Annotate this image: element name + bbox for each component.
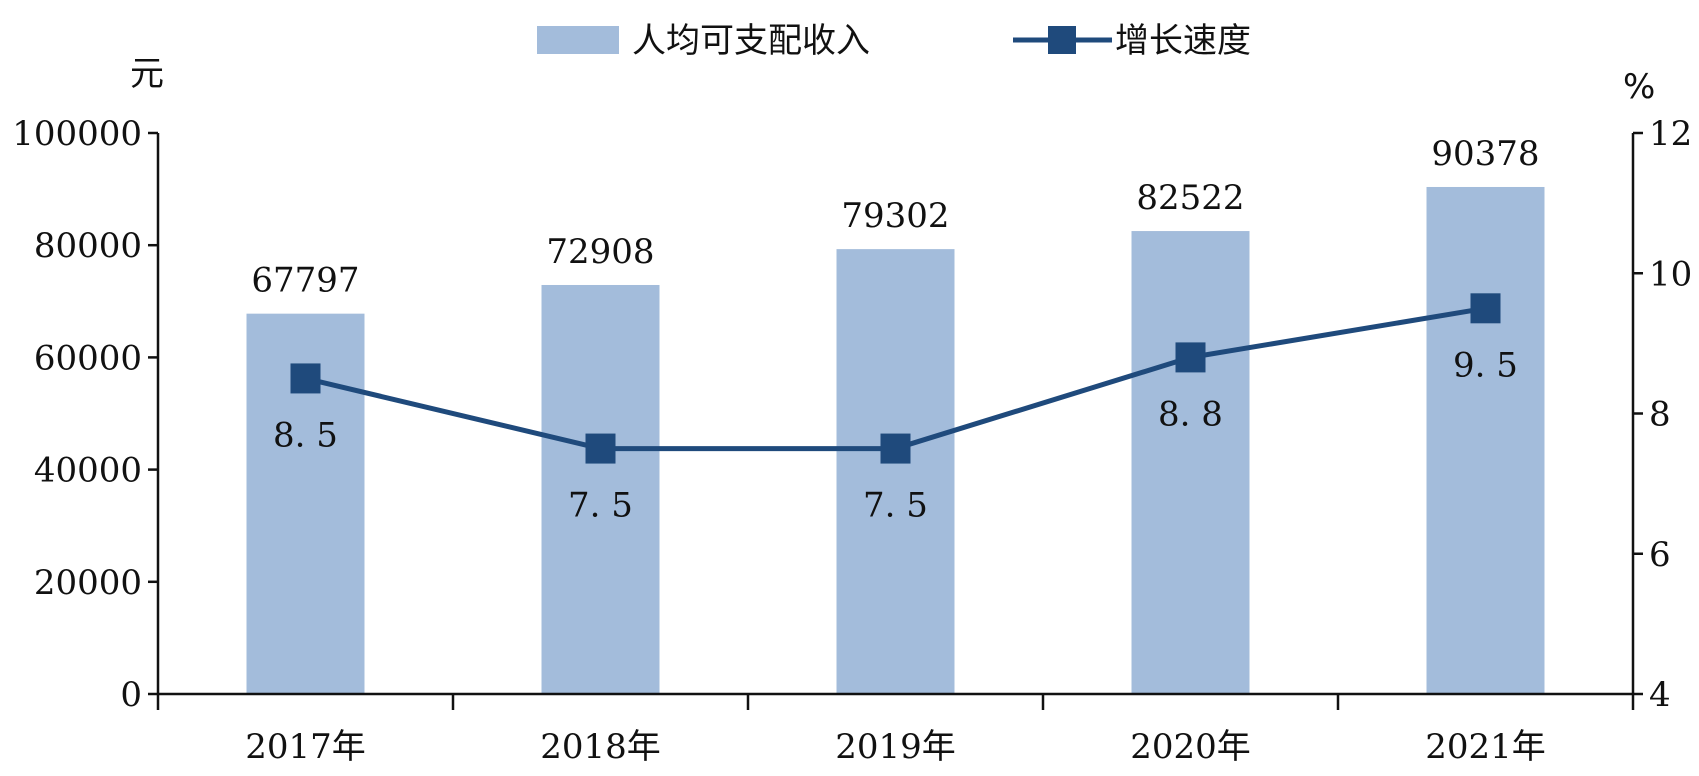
- bar-value-label: 82522: [1136, 178, 1244, 218]
- x-axis-tick-label: 2020年: [1130, 727, 1251, 767]
- right-axis-tick-label: 12: [1649, 114, 1692, 154]
- bar-value-label: 72908: [546, 232, 654, 272]
- right-axis-tick-label: 6: [1649, 535, 1671, 575]
- bar-2019年: [836, 249, 955, 694]
- growth-marker: [1175, 342, 1206, 373]
- growth-value-label: 7. 5: [568, 486, 633, 526]
- growth-value-label: 9. 5: [1453, 345, 1518, 385]
- legend-bar-swatch: [537, 26, 619, 54]
- x-axis-tick-label: 2021年: [1425, 727, 1546, 767]
- growth-marker: [290, 363, 321, 394]
- right-axis-tick-label: 10: [1649, 254, 1692, 294]
- bar-2021年: [1426, 186, 1545, 694]
- x-axis-tick-label: 2019年: [835, 727, 956, 767]
- left-axis-tick-label: 60000: [34, 338, 142, 378]
- bar-value-label: 79302: [841, 196, 949, 236]
- right-axis-tick-label: 8: [1649, 395, 1671, 435]
- legend: 人均可支配收入 增长速度: [537, 21, 1251, 61]
- right-axis-unit: %: [1623, 67, 1655, 107]
- growth-marker: [1470, 293, 1501, 324]
- left-axis-tick-label: 0: [120, 675, 142, 715]
- left-axis-tick-label: 100000: [12, 114, 142, 154]
- left-axis-tick-label: 80000: [34, 226, 142, 266]
- growth-value-label: 8. 5: [273, 415, 338, 455]
- bar-2018年: [541, 284, 660, 694]
- legend-bar-label: 人均可支配收入: [632, 21, 870, 61]
- bar-value-label: 90378: [1431, 134, 1539, 174]
- growth-marker: [585, 433, 616, 464]
- right-axis-tick-label: 4: [1649, 675, 1671, 715]
- left-axis-tick-label: 40000: [34, 451, 142, 491]
- growth-value-label: 7. 5: [863, 486, 928, 526]
- growth-marker: [880, 433, 911, 464]
- legend-line-label: 增长速度: [1115, 21, 1251, 61]
- x-axis-tick-label: 2017年: [245, 727, 366, 767]
- left-axis-tick-label: 20000: [34, 563, 142, 603]
- x-axis-tick-label: 2018年: [540, 727, 661, 767]
- bar-value-label: 67797: [251, 261, 359, 301]
- bar-2020年: [1131, 231, 1250, 694]
- growth-value-label: 8. 8: [1158, 394, 1223, 434]
- left-axis-unit: 元: [130, 54, 164, 94]
- legend-line-marker: [1048, 26, 1076, 54]
